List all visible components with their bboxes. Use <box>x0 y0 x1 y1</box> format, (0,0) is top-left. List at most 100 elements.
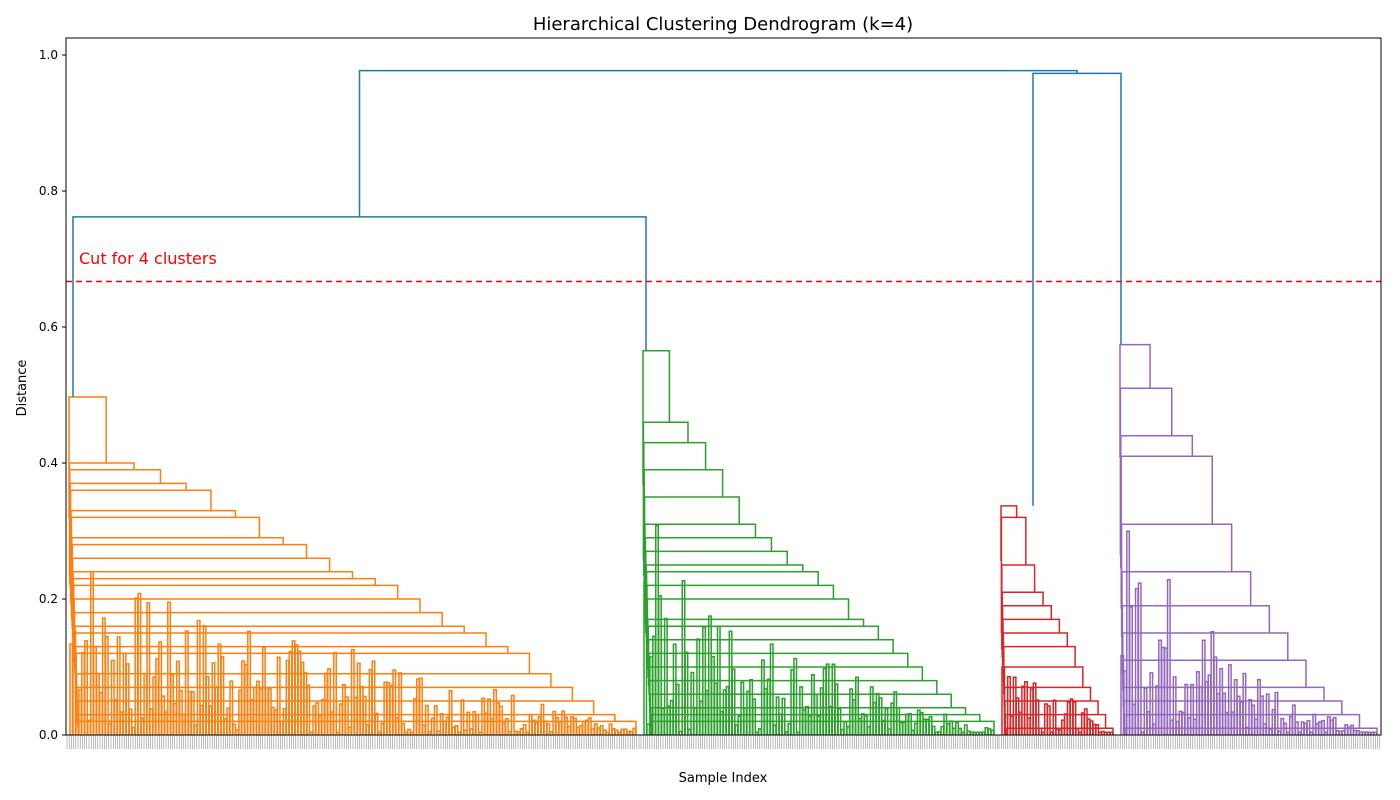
cluster-1-link <box>327 668 332 735</box>
cluster-1-link <box>362 695 367 735</box>
cluster-1-link <box>454 725 459 735</box>
cluster-2-link <box>825 663 830 735</box>
cluster-links <box>68 343 1378 735</box>
cluster-1-link <box>146 602 151 735</box>
plot-background <box>66 38 1381 735</box>
y-tick-label: 0.6 <box>39 320 58 334</box>
cluster-4-link <box>1274 691 1279 735</box>
cluster-1-link <box>247 630 252 735</box>
cluster-3-link <box>1072 701 1077 735</box>
cluster-1-link <box>466 711 471 735</box>
cluster-1-link <box>84 640 89 735</box>
cluster-2-link <box>884 707 889 735</box>
cluster-2-link <box>896 706 901 735</box>
cluster-2-link <box>716 625 721 735</box>
chart-title: Hierarchical Clustering Dendrogram (k=4) <box>533 14 913 35</box>
cluster-2-link <box>643 581 648 735</box>
cluster-1-links <box>68 396 637 735</box>
x-axis-label: Sample Index <box>679 771 768 786</box>
cluster-2-link <box>837 708 842 735</box>
cluster-1-link <box>587 717 592 735</box>
cluster-1-link <box>229 680 234 735</box>
cluster-1-link <box>190 691 195 735</box>
cluster-1-link <box>276 656 281 735</box>
cluster-1-link <box>475 714 480 735</box>
cluster-2-link <box>657 595 662 735</box>
cluster-3-link <box>1046 705 1051 735</box>
cluster-1-link <box>460 699 465 735</box>
cluster-1-link <box>158 641 163 735</box>
cluster-2-link <box>769 643 774 735</box>
cluster-1-link <box>184 630 189 735</box>
cluster-3-link <box>1095 723 1100 735</box>
cluster-2-link <box>793 657 798 735</box>
cluster-1-link <box>68 396 107 518</box>
cluster-1-link <box>167 601 172 735</box>
cluster-1-link <box>137 592 142 735</box>
cluster-3-link <box>1024 681 1029 735</box>
cluster-4-link <box>1149 672 1154 735</box>
cluster-4-link <box>1332 716 1337 735</box>
cluster-2-link <box>855 676 860 735</box>
cluster-2-link <box>690 671 695 735</box>
cluster-1-link <box>178 689 183 735</box>
cluster-1-link <box>510 694 515 735</box>
cluster-2-link <box>813 693 818 735</box>
cluster-2-link <box>731 668 736 735</box>
cluster-4-link <box>1184 683 1189 735</box>
cluster-1-link <box>424 704 429 735</box>
plot-frame <box>65 37 1382 736</box>
cluster-1-link <box>504 718 509 735</box>
top-level-links <box>72 69 1122 506</box>
cluster-2-link <box>907 713 912 735</box>
cluster-2-link <box>878 697 883 735</box>
cluster-1-link <box>540 703 545 735</box>
cluster-1-link <box>632 727 637 735</box>
cluster-4-link <box>1291 704 1296 735</box>
cluster-2-link <box>642 350 671 485</box>
cluster-1-link <box>332 651 337 735</box>
cluster-3-link <box>1001 666 1006 735</box>
y-tick-label: 0.2 <box>39 592 58 606</box>
cluster-3-link <box>1052 699 1057 735</box>
y-axis-label: Distance <box>15 360 30 417</box>
y-tick-label: 1.0 <box>39 48 58 62</box>
cluster-4-link <box>1320 719 1325 735</box>
cluster-2-link <box>931 725 936 735</box>
cluster-1-link <box>350 649 355 735</box>
cluster-1-link <box>374 712 379 735</box>
y-tick-label: 0.8 <box>39 184 58 198</box>
cluster-1-link <box>433 705 438 735</box>
cluster-1-link <box>125 663 130 735</box>
cluster-4-link <box>1242 672 1247 735</box>
cluster-2-link <box>863 715 868 735</box>
cluster-4-link <box>1259 695 1264 735</box>
cluster-4-link <box>1128 606 1133 735</box>
cluster-4-link <box>1227 664 1232 735</box>
cluster-1-link <box>196 619 201 735</box>
cluster-2-link <box>963 724 968 735</box>
cluster-1-link <box>128 708 133 735</box>
cluster-1-link <box>401 722 406 735</box>
cluster-1-link <box>398 672 403 735</box>
cluster-1-link <box>487 698 492 735</box>
cluster-1-link <box>392 669 397 735</box>
cluster-3-link <box>1006 675 1011 735</box>
cluster-1-link <box>220 656 225 735</box>
cluster-4-link <box>1137 582 1142 735</box>
cluster-1-link <box>371 660 376 735</box>
cluster-1-link <box>72 630 77 735</box>
cluster-4-link <box>1306 719 1311 735</box>
cluster-2-link <box>702 626 707 735</box>
cluster-4-link <box>1172 676 1177 735</box>
cluster-4-link <box>1294 721 1299 735</box>
plot-area: Cut for 4 clusters <box>65 37 1382 749</box>
cluster-4-links <box>1119 343 1378 735</box>
y-tick-label: 0.0 <box>39 728 58 742</box>
cluster-2-link <box>752 698 757 735</box>
cluster-1-link <box>104 635 109 735</box>
cluster-2-link <box>781 697 786 735</box>
cluster-1-link <box>306 684 311 735</box>
cluster-3-link <box>1035 699 1040 735</box>
